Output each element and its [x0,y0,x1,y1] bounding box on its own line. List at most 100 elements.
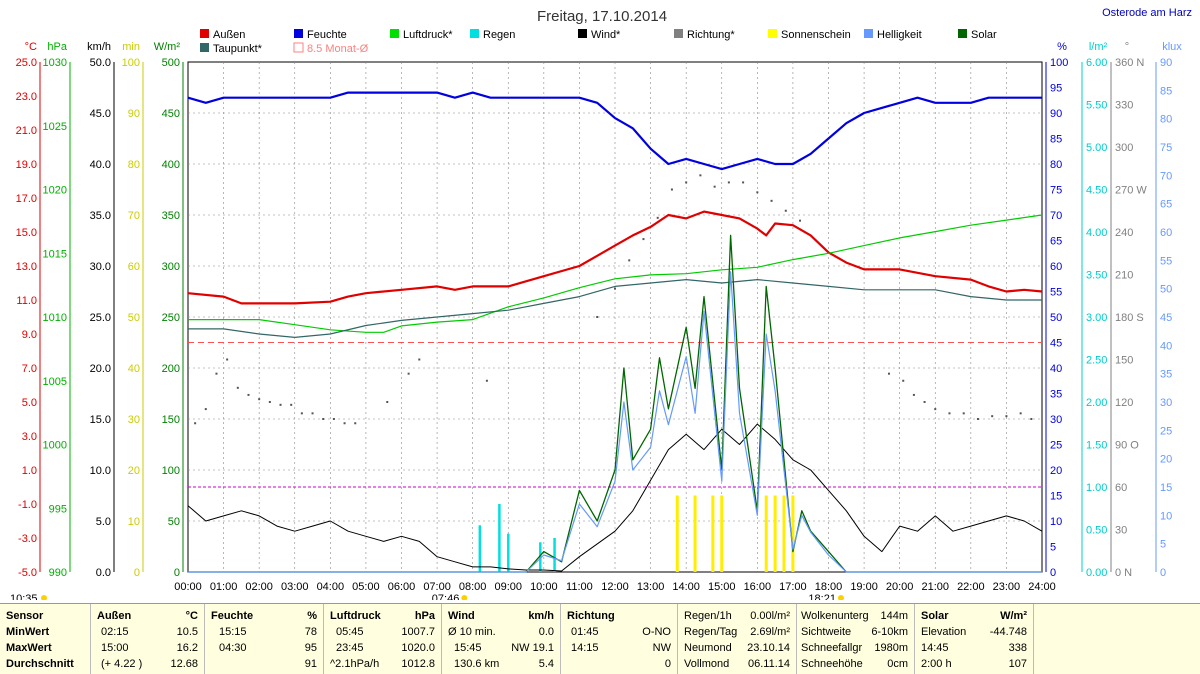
left-axis-tick-label: 7.0 [22,363,37,375]
legend-label: 8.5 Monat-Ø [307,43,369,55]
sonnenschein-bar [711,495,715,572]
x-tick-label: 24:00 [1028,581,1056,593]
aussen-max-value: 16.2 [176,642,198,654]
legend-swatch [390,29,399,38]
right-axis-tick-label: 80 [1160,114,1172,126]
left-axis-tick-label: 15.0 [16,227,37,239]
right-axis-tick-label: 15 [1160,482,1172,494]
x-tick-label: 21:00 [921,581,949,593]
wolkenunterg-label: Wolkenunterg [801,610,869,622]
right-axis-tick-label: 30 [1115,525,1127,537]
legend-label: Feuchte [307,29,347,41]
richtung-point [770,199,773,202]
legend-label: Taupunkt* [213,43,263,55]
elevation-value: -44.748 [989,626,1027,638]
sunrise-marker: 07:46 [432,593,460,600]
feuchte-min-time: 15:15 [219,626,247,638]
aussen-min-value: 10.5 [176,626,198,638]
luftdruck-avg-value: 1012.8 [401,658,435,670]
luftdruck-column: Luftdruck hPa 05:45 1007.7 23:45 1020.0 ^2.… [324,604,442,674]
aussen-avg-value: 12.68 [170,658,198,670]
summary-table: Sensor MinWert MaxWert Durchschnitt Auße… [0,603,1200,674]
right-axis-tick-label: 4.50 [1086,185,1107,197]
richtung-point [354,422,357,425]
sensor-column: Sensor MinWert MaxWert Durchschnitt [0,604,91,674]
right-axis-tick-label: 20 [1160,454,1172,466]
right-axis-tick-label: 55 [1160,255,1172,267]
right-axis-tick-label: 40 [1050,363,1062,375]
x-tick-label: 16:00 [744,581,772,593]
right-axis-tick-label: 80 [1050,159,1062,171]
left-axis-unit: min [122,41,140,53]
left-axis-tick-label: 60 [128,261,140,273]
luftdruck-unit: hPa [414,610,435,622]
regen-bar [539,542,542,572]
left-axis-tick-label: 1015 [43,248,67,260]
left-axis-tick-label: -3.0 [18,533,37,545]
x-tick-label: 22:00 [957,581,985,593]
richtung-point [322,418,325,420]
x-tick-label: 11:00 [566,581,593,593]
legend-swatch [200,29,209,38]
x-tick-label: 14:00 [672,581,700,593]
legend-swatch [864,29,873,38]
left-axis-tick-label: 990 [49,567,67,579]
right-axis-tick-label: 85 [1050,134,1062,146]
richtung-point [268,401,271,403]
regen-bar [478,525,482,572]
right-axis-tick-label: 20 [1050,465,1062,477]
luftdruck-min-time: 05:45 [336,626,364,638]
left-axis-tick-label: 1030 [43,57,67,69]
left-axis-tick-label: 400 [162,159,180,171]
luftdruck-max-value: 1020.0 [401,642,435,654]
right-axis-tick-label: 65 [1160,199,1172,211]
right-axis-tick-label: 90 [1050,108,1062,120]
neumond-value: 23.10.14 [747,642,790,654]
richtung-min-value: O-NO [642,626,671,638]
x-tick-label: 07:00 [423,581,451,593]
left-axis-unit: km/h [87,41,111,53]
sonnenschein-bar [675,495,679,572]
x-tick-label: 03:00 [281,581,309,593]
weather-chart: Freitag, 17.10.2014 Osterode am Harz Auß… [10,7,1192,600]
series-line-außen [187,210,1043,305]
aussen-delta: (+ 4.22 ) [101,658,143,670]
sonnenschein-bar [791,495,795,572]
richtung-point [799,219,802,222]
left-axis-tick-label: 11.0 [16,295,37,307]
richtung-point [485,379,488,382]
x-tick-label: 12:00 [601,581,629,593]
richtung-point [699,174,702,177]
richtung-min-time: 01:45 [571,626,599,638]
left-axis-tick-label: 1020 [43,185,67,197]
richtung-header: Richtung [567,610,615,622]
sonnenschein-bar [693,495,697,572]
right-axis-tick-label: 2.00 [1086,397,1107,409]
left-axis-tick-label: 100 [162,465,180,477]
right-axis-tick-label: 150 [1115,355,1133,367]
richtung-point [407,372,410,375]
left-axis-tick-label: 19.0 [16,159,37,171]
feuchte-column: Feuchte% 15:15 78 04:30 95 91 [205,604,324,674]
right-axis-tick-label: 30 [1160,397,1172,409]
right-axis-tick-label: 35 [1160,369,1172,381]
left-axis-tick-label: 995 [49,503,67,515]
left-axis-tick-label: 500 [162,57,180,69]
left-axis-tick-label: 3.0 [22,431,37,443]
axes: °C 25.0 23.0 21.0 19.0 17.0 15.0 13.0 11.0 9.0 7.0… [16,41,1183,579]
left-axis-tick-label: 5.0 [22,397,37,409]
right-axis-tick-label: 95 [1050,83,1062,95]
richtung-point [962,412,965,415]
regen-bar [553,538,556,572]
left-axis-unit: W/m² [154,41,181,53]
aussen-header: Außen [97,610,132,622]
richtung-point [386,401,389,403]
right-axis-tick-label: 5 [1160,539,1166,551]
right-axis-tick-label: 25 [1160,425,1172,437]
wind-header: Wind [448,610,475,622]
right-axis-tick-label: 10 [1160,510,1172,522]
right-axis-tick-label: 6.00 [1086,57,1107,69]
time-marker-left: 10:35 [10,593,38,600]
x-tick-label: 08:00 [459,581,487,593]
series-line-wind [187,423,1043,572]
